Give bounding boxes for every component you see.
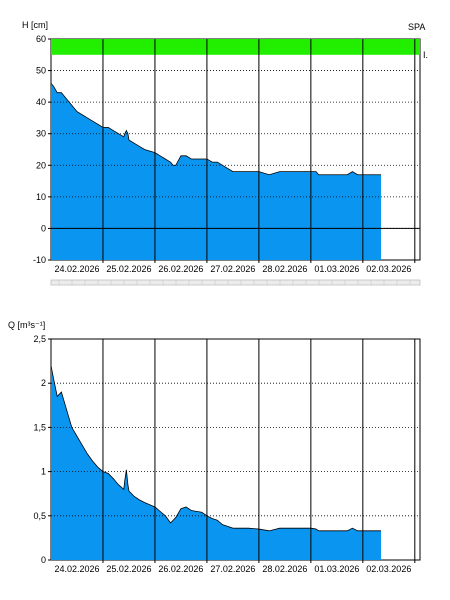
- flood-level-band-label: I.: [423, 50, 428, 60]
- y-tick-label: 50: [36, 66, 46, 76]
- x-tick-label: 25.02.2026: [106, 564, 151, 574]
- y-tick-label: 30: [36, 129, 46, 139]
- x-tick-label: 27.02.2026: [210, 564, 255, 574]
- water-level-axis-label: H [cm]: [22, 20, 48, 30]
- x-tick-label: 26.02.2026: [158, 264, 203, 274]
- y-tick-label: 0,5: [33, 511, 46, 521]
- x-tick-label: 26.02.2026: [158, 564, 203, 574]
- y-tick-label: 60: [36, 34, 46, 44]
- station-code-label: SPA: [408, 22, 425, 32]
- water-level-line: [50, 82, 382, 176]
- x-tick-label: 24.02.2026: [54, 564, 99, 574]
- x-tick-label: 25.02.2026: [106, 264, 151, 274]
- x-tick-label: 02.03.2026: [366, 264, 411, 274]
- scroll-strip: [50, 279, 421, 286]
- discharge-axis-label: Q [m³s⁻¹]: [8, 320, 45, 330]
- y-tick-label: 2,5: [33, 334, 46, 344]
- y-tick-label: -10: [33, 255, 46, 265]
- discharge-area: [51, 365, 382, 560]
- x-tick-label: 24.02.2026: [54, 264, 99, 274]
- x-tick-label: 01.03.2026: [314, 564, 359, 574]
- x-tick-label: 28.02.2026: [262, 564, 307, 574]
- x-tick-label: 28.02.2026: [262, 264, 307, 274]
- discharge-line: [50, 365, 382, 532]
- x-tick-label: 01.03.2026: [314, 264, 359, 274]
- y-tick-label: 0: [41, 555, 46, 565]
- y-tick-label: 20: [36, 160, 46, 170]
- flood-level-band: [51, 39, 420, 55]
- water-level-area: [51, 83, 382, 260]
- y-tick-label: 40: [36, 97, 46, 107]
- discharge-chart: 0 0,5 1 1,5 2 2,5 24.02.2026 25.02.2026 26.02.20…: [33, 334, 421, 574]
- y-tick-label: 1,5: [33, 422, 46, 432]
- y-tick-label: 0: [41, 223, 46, 233]
- x-tick-label: 02.03.2026: [366, 564, 411, 574]
- x-tick-label: 27.02.2026: [210, 264, 255, 274]
- y-tick-label: 2: [41, 378, 46, 388]
- y-tick-label: 10: [36, 192, 46, 202]
- water-level-chart: -10 0 10 20 30 40 50 60 24.02.2026 25.02.2026 26.0…: [33, 34, 421, 286]
- y-tick-label: 1: [41, 467, 46, 477]
